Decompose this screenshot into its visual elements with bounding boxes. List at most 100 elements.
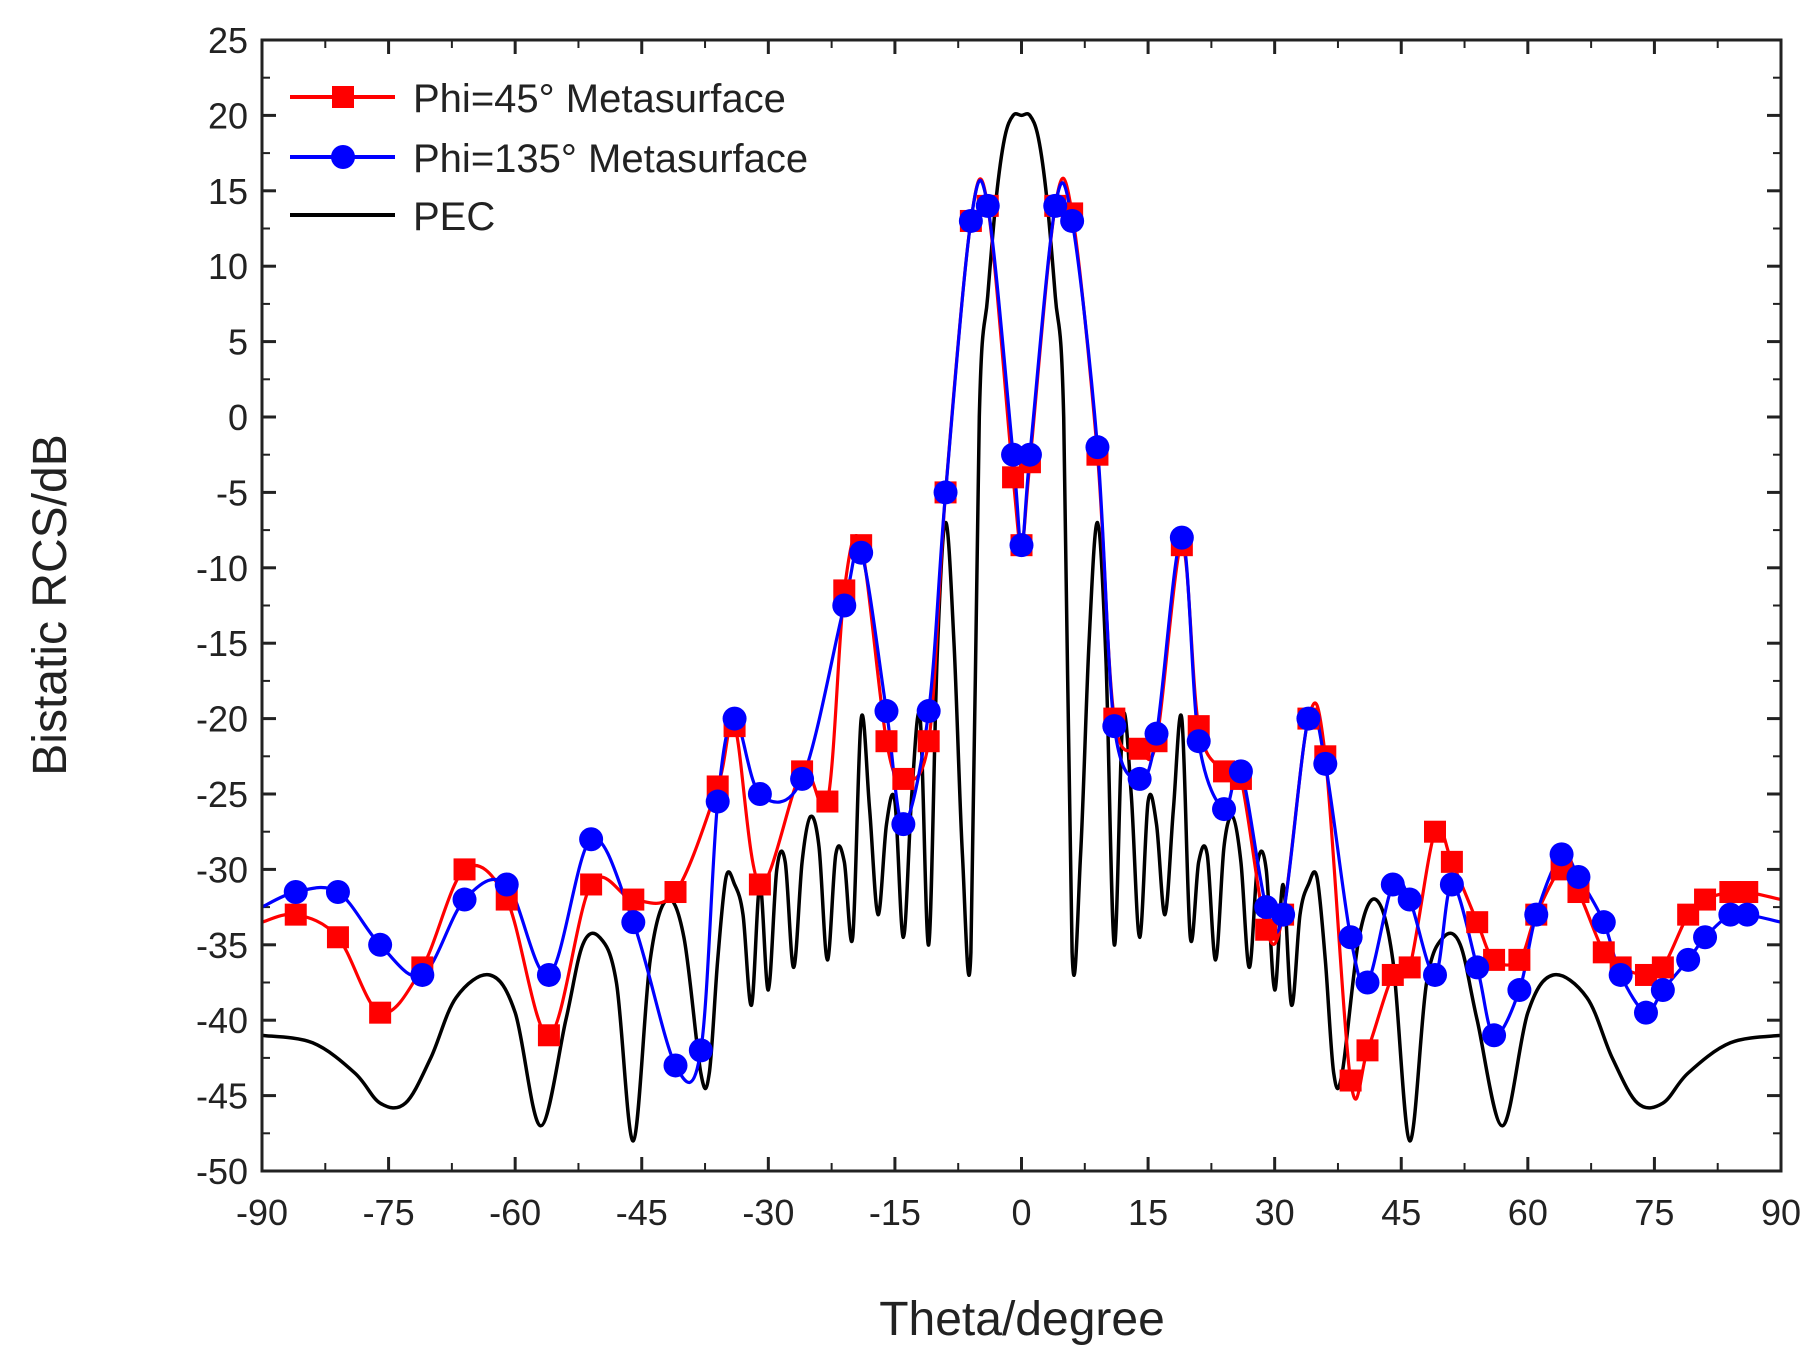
data-point-phi135 (621, 910, 646, 935)
y-axis-title: Bistatic RCS/dB (24, 434, 77, 775)
legend-label-phi135: Phi=135° Metasurface (413, 137, 808, 181)
axis-ticks (260, 38, 1783, 1173)
data-point-phi45 (816, 790, 839, 813)
y-tick-label: -10 (196, 548, 248, 589)
data-point-phi135 (933, 480, 958, 505)
data-point-phi135 (1380, 872, 1405, 897)
data-point-phi135 (688, 1038, 713, 1063)
data-point-phi135 (1566, 864, 1591, 889)
data-point-phi135 (1009, 533, 1034, 558)
y-tick-label: 15 (208, 171, 248, 212)
y-tick-label: -5 (216, 472, 248, 513)
data-point-phi135 (705, 789, 730, 814)
x-tick-label: -75 (363, 1192, 415, 1233)
data-point-phi135 (325, 880, 350, 905)
data-point-phi135 (1060, 208, 1085, 233)
data-point-phi135 (1144, 721, 1169, 746)
data-point-phi135 (1524, 902, 1549, 927)
data-point-phi135 (1650, 978, 1675, 1003)
data-point-phi135 (1017, 442, 1042, 467)
data-point-phi45 (1466, 911, 1489, 934)
data-point-phi45 (1634, 963, 1657, 986)
data-point-phi45 (1719, 881, 1742, 904)
series-line-pec (262, 111, 1781, 1143)
data-point-phi45 (1736, 881, 1759, 904)
data-point-phi135 (1127, 766, 1152, 791)
data-point-phi135 (283, 880, 308, 905)
data-point-phi135 (1228, 759, 1253, 784)
data-point-phi45 (1356, 1039, 1379, 1062)
x-tick-label: -45 (616, 1192, 668, 1233)
data-point-phi45 (1339, 1069, 1362, 1092)
data-point-phi45 (1440, 850, 1463, 873)
x-tick-label: -60 (489, 1192, 541, 1233)
data-point-phi135 (891, 812, 916, 837)
y-tick-label: -50 (196, 1151, 248, 1192)
legend-label-pec: PEC (413, 195, 495, 239)
data-point-phi45 (1694, 888, 1717, 911)
data-point-phi135 (1633, 1000, 1658, 1025)
data-point-phi45 (369, 1001, 392, 1024)
data-point-phi45 (453, 858, 476, 881)
data-point-phi45 (1381, 963, 1404, 986)
data-point-phi135 (747, 782, 772, 806)
data-point-phi135 (1338, 925, 1363, 950)
y-tick-label: -45 (196, 1076, 248, 1117)
data-point-phi45 (1592, 941, 1615, 964)
data-point-phi135 (1482, 1023, 1507, 1048)
legend-label-phi45: Phi=45° Metasurface (413, 77, 786, 121)
data-point-phi135 (663, 1053, 688, 1078)
marker-layer (283, 193, 1760, 1092)
data-point-phi45 (1255, 918, 1278, 941)
data-point-phi45 (1128, 737, 1151, 760)
x-tick-label: -30 (742, 1192, 794, 1233)
data-point-phi135 (536, 962, 561, 987)
data-point-phi135 (1423, 962, 1448, 987)
data-point-phi45 (875, 730, 898, 753)
data-point-phi135 (368, 932, 393, 957)
x-tick-label: 30 (1255, 1192, 1295, 1233)
data-point-phi135 (1169, 525, 1194, 550)
y-tick-label: 5 (228, 322, 248, 363)
data-point-phi135 (579, 827, 604, 852)
x-tick-label: 45 (1381, 1192, 1421, 1233)
data-point-phi135 (1102, 714, 1127, 739)
data-point-phi135 (1271, 902, 1296, 927)
axis-tick-labels: -90 -75 -60 -45 -30 -15 0 15 30 45 60 75 90 25 20 15 10 5… (196, 20, 1801, 1233)
legend-marker-phi135 (331, 145, 355, 169)
data-point-phi135 (1439, 872, 1464, 897)
legend: Phi=45° Metasurface Phi=135° Metasurface… (290, 77, 808, 239)
data-point-phi135 (452, 887, 477, 912)
y-tick-label: -25 (196, 774, 248, 815)
data-point-phi135 (916, 699, 941, 724)
data-point-phi45 (1213, 760, 1236, 783)
y-tick-label: 20 (208, 95, 248, 136)
data-point-phi135 (1735, 902, 1760, 927)
data-point-phi135 (1355, 970, 1380, 995)
data-point-phi135 (1313, 751, 1338, 776)
data-point-phi45 (1651, 956, 1674, 979)
data-point-phi135 (1693, 925, 1718, 950)
data-point-phi45 (1677, 903, 1700, 926)
legend-marker-phi45 (332, 86, 354, 108)
y-tick-label: -40 (196, 1000, 248, 1041)
data-point-phi135 (1001, 442, 1026, 467)
data-point-phi135 (1186, 729, 1211, 754)
data-point-phi135 (849, 540, 874, 565)
data-point-phi135 (1465, 955, 1490, 980)
data-point-phi135 (1296, 706, 1321, 731)
x-tick-label: -15 (869, 1192, 921, 1233)
data-point-phi45 (892, 767, 915, 790)
data-point-phi135 (1591, 910, 1616, 935)
data-point-phi45 (326, 926, 349, 949)
plot-frame (260, 38, 1783, 1173)
data-point-phi45 (664, 881, 687, 904)
data-point-phi45 (1424, 820, 1447, 843)
x-axis-title: Theta/degree (879, 1293, 1165, 1346)
data-point-phi135 (1397, 887, 1422, 912)
data-point-phi135 (1676, 947, 1701, 972)
y-tick-label: -20 (196, 699, 248, 740)
x-tick-label: 75 (1634, 1192, 1674, 1233)
data-point-phi45 (622, 888, 645, 911)
